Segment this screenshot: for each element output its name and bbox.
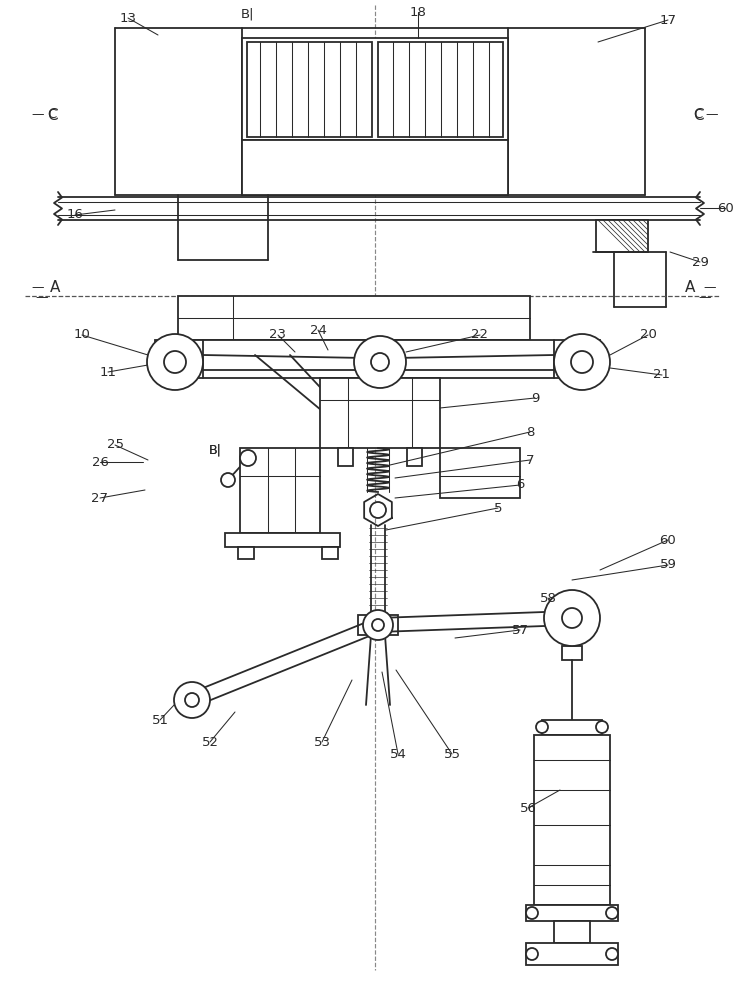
- Text: 18: 18: [410, 5, 426, 18]
- Text: C: C: [48, 108, 57, 121]
- Text: 60: 60: [717, 202, 733, 215]
- Text: A: A: [685, 280, 696, 296]
- Bar: [320, 378, 440, 448]
- Bar: [534, 735, 610, 905]
- Text: B|: B|: [209, 444, 222, 456]
- Text: 54: 54: [389, 748, 407, 760]
- Text: 24: 24: [309, 324, 327, 336]
- Text: —: —: [706, 108, 718, 121]
- Circle shape: [554, 334, 610, 390]
- Text: 9: 9: [531, 391, 539, 404]
- Text: —: —: [32, 282, 45, 294]
- Text: 58: 58: [540, 591, 556, 604]
- Text: —: —: [704, 282, 716, 294]
- Bar: [562, 646, 582, 660]
- Text: B|: B|: [209, 444, 222, 456]
- Bar: [225, 533, 340, 547]
- Bar: [242, 38, 508, 140]
- Bar: [378, 42, 503, 137]
- Bar: [526, 943, 618, 965]
- Bar: [178, 296, 530, 340]
- Circle shape: [606, 948, 618, 960]
- Bar: [240, 448, 320, 533]
- Text: 11: 11: [100, 365, 116, 378]
- Text: 53: 53: [314, 736, 330, 748]
- Circle shape: [354, 336, 406, 388]
- Bar: [247, 42, 372, 137]
- Circle shape: [147, 334, 203, 390]
- Circle shape: [164, 351, 186, 373]
- Bar: [365, 340, 395, 384]
- Bar: [407, 448, 422, 466]
- Text: 55: 55: [444, 748, 460, 760]
- Text: 29: 29: [692, 255, 708, 268]
- Circle shape: [596, 721, 608, 733]
- Text: 17: 17: [659, 13, 677, 26]
- Circle shape: [174, 682, 210, 718]
- Circle shape: [372, 619, 384, 631]
- Bar: [238, 547, 254, 559]
- Circle shape: [221, 473, 235, 487]
- Text: 23: 23: [269, 328, 287, 342]
- Bar: [155, 340, 600, 378]
- Text: 52: 52: [202, 736, 218, 748]
- Circle shape: [526, 907, 538, 919]
- Text: 20: 20: [640, 328, 656, 342]
- Circle shape: [536, 721, 548, 733]
- Circle shape: [363, 610, 393, 640]
- Text: —: —: [36, 292, 48, 304]
- Text: 5: 5: [494, 502, 502, 514]
- Text: C: C: [47, 107, 57, 122]
- Text: 22: 22: [472, 328, 488, 342]
- Text: 16: 16: [67, 209, 83, 222]
- Circle shape: [370, 502, 386, 518]
- Circle shape: [526, 948, 538, 960]
- Text: 26: 26: [91, 456, 108, 468]
- Text: 25: 25: [107, 438, 123, 452]
- Text: 6: 6: [516, 479, 524, 491]
- Text: 27: 27: [91, 491, 109, 504]
- Bar: [554, 921, 590, 943]
- Text: —: —: [699, 292, 711, 304]
- Bar: [338, 448, 353, 466]
- Circle shape: [562, 608, 582, 628]
- Text: B|: B|: [241, 7, 255, 20]
- Text: A: A: [50, 280, 60, 296]
- Text: C: C: [692, 107, 703, 122]
- Text: 21: 21: [653, 368, 671, 381]
- Circle shape: [185, 693, 199, 707]
- Circle shape: [371, 353, 389, 371]
- Text: 13: 13: [119, 11, 137, 24]
- Text: 59: 59: [659, 558, 677, 572]
- Bar: [242, 140, 508, 195]
- Circle shape: [240, 450, 256, 466]
- Text: C: C: [693, 108, 702, 121]
- Text: 7: 7: [525, 454, 534, 466]
- Bar: [440, 448, 520, 498]
- Bar: [322, 547, 338, 559]
- Circle shape: [571, 351, 593, 373]
- Bar: [526, 905, 618, 921]
- Bar: [358, 615, 398, 635]
- Bar: [542, 720, 602, 735]
- Text: 51: 51: [151, 714, 169, 726]
- Text: 57: 57: [512, 624, 528, 637]
- Circle shape: [544, 590, 600, 646]
- Circle shape: [606, 907, 618, 919]
- Text: 60: 60: [660, 534, 677, 546]
- Text: 10: 10: [73, 328, 91, 342]
- Text: 56: 56: [519, 802, 537, 814]
- Text: 8: 8: [526, 426, 534, 438]
- Bar: [596, 220, 648, 252]
- Text: —: —: [32, 108, 45, 121]
